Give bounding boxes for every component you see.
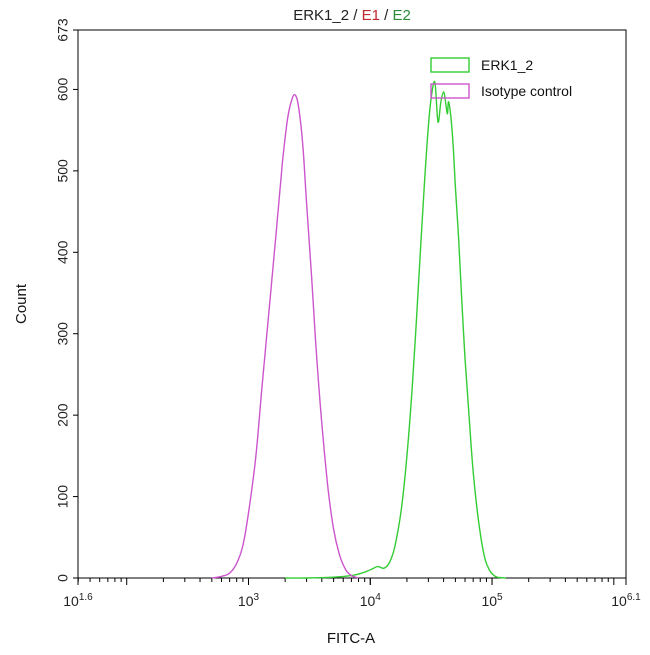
x-tick-label: 104 <box>360 592 382 609</box>
x-tick-exponent: 4 <box>375 592 381 603</box>
y-axis-title: Count <box>13 283 30 324</box>
x-tick-base: 10 <box>360 593 376 609</box>
x-tick-label: 103 <box>238 592 260 609</box>
y-tick-label: 100 <box>55 485 71 509</box>
x-tick-label: 106.1 <box>611 592 641 609</box>
legend-label: ERK1_2 <box>481 57 533 73</box>
x-tick-base: 10 <box>611 593 627 609</box>
y-tick-label: 200 <box>55 403 71 427</box>
x-tick-exponent: 5 <box>497 592 503 603</box>
x-tick-base: 10 <box>238 593 254 609</box>
legend: ERK1_2 Isotype control <box>430 57 572 99</box>
series-group <box>211 80 506 579</box>
x-tick-base: 10 <box>481 593 497 609</box>
y-tick-label: 0 <box>55 574 71 582</box>
title-part: E2 <box>392 7 410 24</box>
plot-area <box>77 29 627 579</box>
series-line-isotype-control <box>211 93 359 579</box>
x-axis-title: FITC-A <box>327 630 375 647</box>
y-tick-label: 673 <box>55 18 71 42</box>
title-part: / <box>380 7 393 24</box>
y-axis: 0 100 200 300 400 500 600 673 <box>55 18 78 582</box>
title-part: E1 <box>362 7 380 24</box>
y-tick-label: 600 <box>55 78 71 102</box>
x-tick-exponent: 3 <box>253 592 259 603</box>
legend-swatch <box>430 83 470 99</box>
x-tick-label: 101.6 <box>63 592 93 609</box>
chart-title: ERK1_2 / E1 / E2 <box>293 7 411 24</box>
series-line-erk1-2 <box>285 80 506 579</box>
title-part: ERK1_2 <box>293 7 349 24</box>
y-tick-label: 300 <box>55 322 71 346</box>
y-tick-label: 500 <box>55 159 71 183</box>
legend-label: Isotype control <box>481 83 572 99</box>
legend-swatch <box>430 57 470 73</box>
x-tick-label: 105 <box>481 592 503 609</box>
x-axis: 101.6 103 104 105 106.1 <box>63 578 641 609</box>
title-part: / <box>349 7 362 24</box>
y-tick-label: 400 <box>55 240 71 264</box>
x-tick-exponent: 6.1 <box>627 592 641 603</box>
x-tick-exponent: 1.6 <box>79 592 93 603</box>
x-tick-base: 10 <box>63 593 79 609</box>
